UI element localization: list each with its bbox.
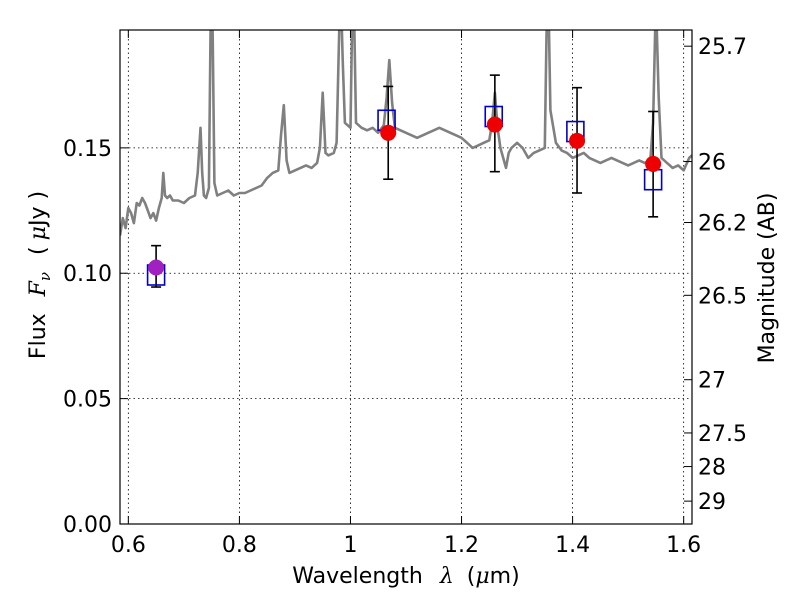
y2-tick-label: 29 <box>698 490 726 515</box>
y-axis-label-subscript: ν <box>36 272 54 281</box>
x-axis-label-prefix: Wavelength <box>292 564 423 589</box>
y-tick-label: 0.15 <box>63 137 112 162</box>
y-axis-label-unit-mu: μ <box>26 226 51 240</box>
y2-tick-label: 25.7 <box>698 35 747 60</box>
observed-point <box>148 259 165 276</box>
x-tick-label: 1.4 <box>555 533 590 558</box>
observed-point <box>645 155 662 172</box>
observed-point-layer <box>148 116 662 276</box>
observed-point <box>380 124 397 141</box>
y-tick-label: 0.10 <box>63 262 112 287</box>
y-axis-label-prefix: Flux <box>26 313 51 359</box>
y-axis: 0.00 0.05 0.10 0.15 <box>63 137 128 538</box>
y2-tick-label: 27.5 <box>698 422 747 447</box>
x-tick-label: 1 <box>343 533 357 558</box>
x-tick-label: 0.6 <box>111 533 146 558</box>
y-axis-label: Flux Fν ( μJy ) <box>26 191 56 359</box>
y2-tick-label: 27 <box>698 369 726 394</box>
x-axis-label-unit-open: ( <box>467 564 476 589</box>
observed-point <box>569 132 586 149</box>
x-axis: 0.6 0.8 1 1.2 1.4 1.6 <box>111 30 701 558</box>
y2-axis-label: Magnitude (AB) <box>755 193 780 364</box>
x-tick-label: 1.6 <box>666 533 701 558</box>
plot-frame <box>119 29 693 525</box>
x-axis-label: Wavelength λ (μm) <box>292 564 519 589</box>
x-axis-label-unit-mu: μ <box>475 564 489 589</box>
y2-axis: 25.7 26 26.2 26.5 27 27.5 28 29 <box>684 35 747 515</box>
y-axis-label-unit-open: ( <box>26 246 51 255</box>
y-axis-label-symbol: F <box>26 280 51 297</box>
x-tick-label: 0.8 <box>222 533 257 558</box>
y2-tick-label: 26.5 <box>698 284 747 309</box>
x-axis-label-symbol: λ <box>439 564 454 589</box>
y2-tick-label: 28 <box>698 456 726 481</box>
y-axis-label-unit: Jy ) <box>26 191 51 228</box>
y-tick-label: 0.00 <box>63 513 112 538</box>
y2-tick-label: 26 <box>698 151 726 176</box>
x-tick-label: 1.2 <box>444 533 479 558</box>
observed-point <box>486 116 503 133</box>
y-tick-label: 0.05 <box>63 388 112 413</box>
y2-tick-label: 26.2 <box>698 212 747 237</box>
x-axis-label-unit: m) <box>490 564 520 589</box>
